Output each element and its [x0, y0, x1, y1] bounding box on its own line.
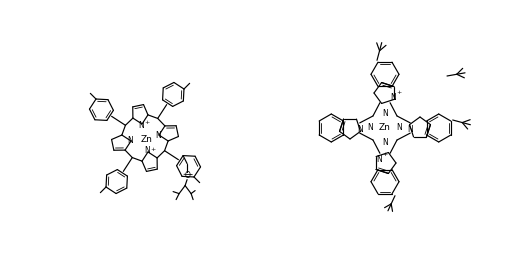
Text: N: N [407, 126, 413, 135]
Text: N: N [397, 123, 402, 132]
Text: N: N [127, 136, 133, 145]
Text: +: + [397, 91, 402, 95]
Text: N: N [155, 131, 161, 140]
Text: N: N [144, 147, 150, 156]
Text: N: N [138, 121, 144, 130]
Text: Zn: Zn [379, 123, 391, 132]
Text: +: + [382, 152, 388, 157]
Text: N: N [376, 154, 382, 164]
Text: N: N [382, 138, 388, 147]
Text: N: N [382, 109, 388, 118]
Text: +: + [145, 120, 150, 125]
Text: N: N [357, 126, 363, 135]
Text: N: N [368, 123, 373, 132]
Text: N: N [390, 92, 396, 101]
Text: +: + [150, 148, 156, 152]
Text: O: O [184, 171, 190, 180]
Text: Zn: Zn [141, 135, 153, 144]
